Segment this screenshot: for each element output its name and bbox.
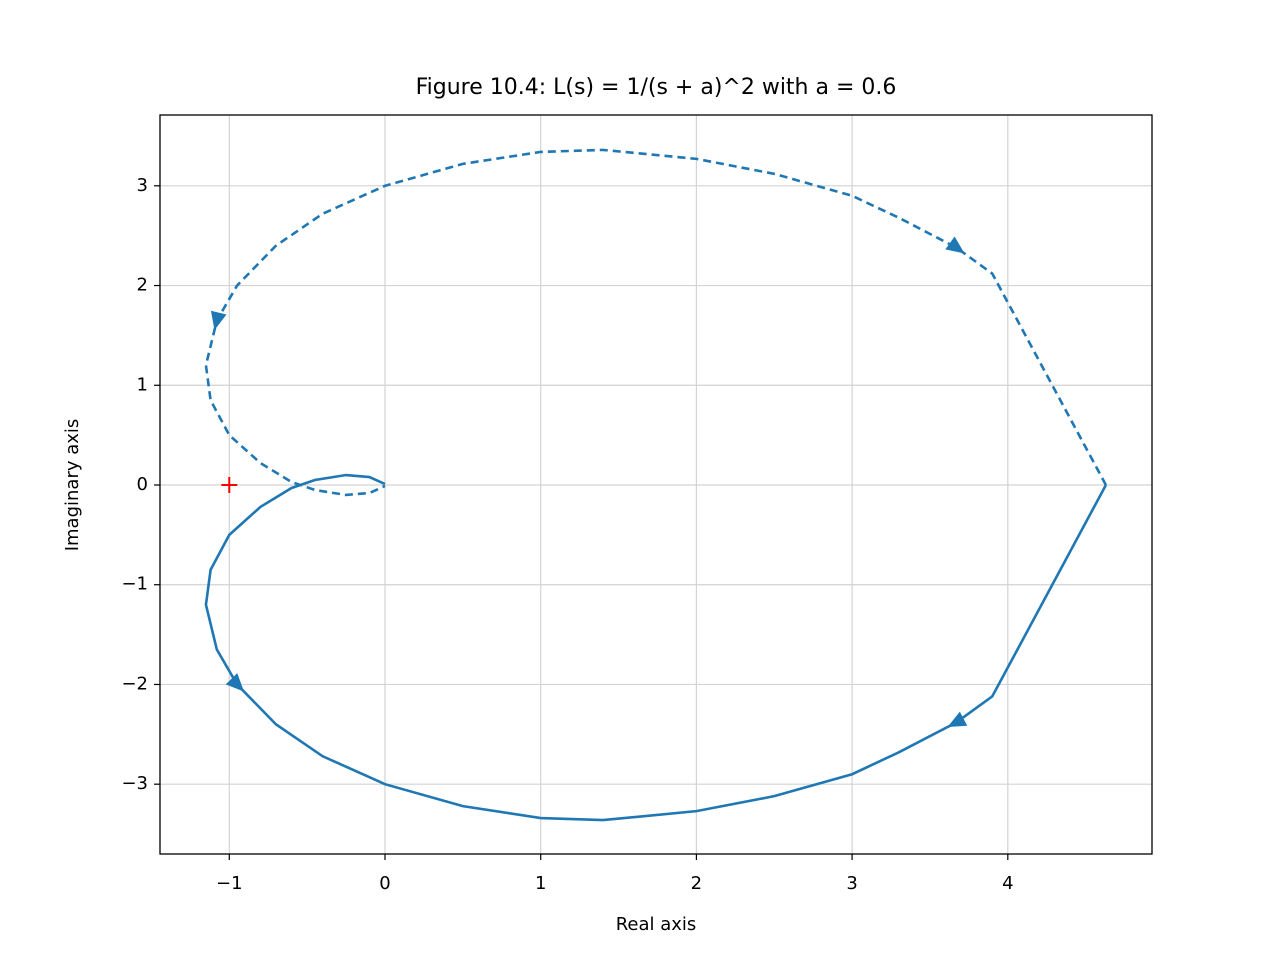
- direction-arrow: [225, 673, 245, 692]
- y-tick-label: 0: [137, 474, 148, 495]
- y-tick-label: 2: [137, 275, 148, 296]
- x-tick-label: −1: [216, 873, 243, 894]
- x-axis-label: Real axis: [616, 914, 697, 935]
- chart-title: Figure 10.4: L(s) = 1/(s + a)^2 with a =…: [416, 75, 897, 100]
- y-tick-label: −2: [121, 673, 148, 694]
- x-tick-label: 2: [691, 873, 702, 894]
- critical-point: [221, 476, 238, 493]
- y-tick-label: 1: [137, 374, 148, 395]
- x-tick-label: 0: [379, 873, 390, 894]
- nyquist-curve: [204, 148, 1108, 497]
- x-tick-label: 1: [535, 873, 546, 894]
- y-axis-label: Imaginary axis: [62, 419, 83, 552]
- nyquist-curve: [204, 473, 1108, 822]
- plot-frame: [159, 114, 1153, 855]
- x-tick-label: 4: [1002, 873, 1013, 894]
- x-tick-label: 3: [846, 873, 857, 894]
- direction-arrow: [945, 236, 965, 254]
- y-tick-label: −3: [121, 773, 148, 794]
- y-tick-label: 3: [137, 175, 148, 196]
- direction-arrow: [947, 711, 968, 727]
- y-tick-label: −1: [121, 574, 148, 595]
- direction-arrow: [210, 310, 227, 331]
